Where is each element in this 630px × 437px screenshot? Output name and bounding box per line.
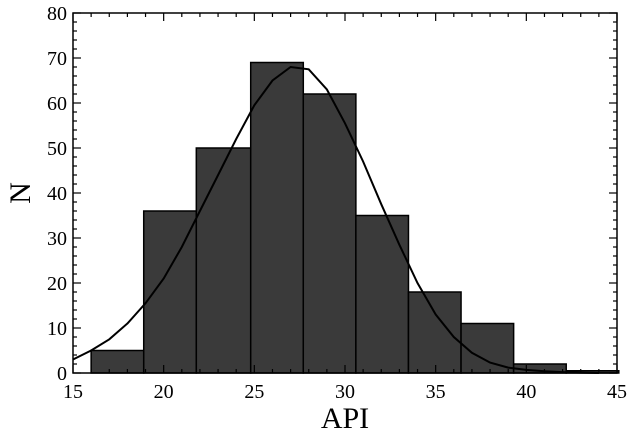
y-tick-label: 20 — [47, 273, 67, 295]
x-axis-title: API — [321, 402, 369, 435]
y-tick-label: 10 — [47, 318, 67, 340]
histogram-bar — [195, 147, 252, 374]
x-tick-label: 40 — [516, 381, 536, 403]
y-tick-label: 40 — [47, 183, 67, 205]
y-axis-ticks: 0 10 20 30 40 50 60 70 80 — [47, 3, 617, 385]
histogram-bar — [355, 214, 410, 374]
density-curve — [72, 65, 599, 374]
histogram-bar — [460, 322, 515, 374]
histogram-bar — [407, 291, 462, 374]
x-tick-label: 35 — [426, 381, 446, 403]
y-axis-title: N — [4, 182, 37, 204]
x-tick-label: 30 — [335, 381, 355, 403]
histogram-bar — [142, 210, 198, 374]
histogram-bar — [90, 349, 145, 374]
histogram-bar — [249, 61, 305, 374]
y-tick-label: 50 — [47, 138, 67, 160]
y-tick-label: 30 — [47, 228, 67, 250]
x-tick-label: 20 — [154, 381, 174, 403]
x-tick-label: 45 — [607, 381, 627, 403]
x-tick-label: 15 — [63, 381, 83, 403]
x-axis-ticks: 15 20 25 30 35 40 45 — [63, 13, 627, 403]
histogram-bars — [90, 61, 620, 374]
y-tick-label: 80 — [47, 3, 67, 25]
y-tick-label: 60 — [47, 93, 67, 115]
y-tick-label: 70 — [47, 48, 67, 70]
y-tick-label: 0 — [57, 363, 67, 385]
histogram-bar — [302, 93, 357, 374]
x-tick-label: 25 — [244, 381, 264, 403]
